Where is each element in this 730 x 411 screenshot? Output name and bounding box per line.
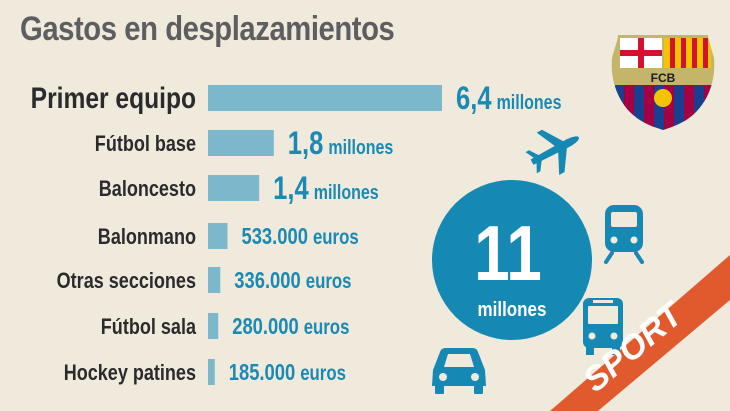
bar	[208, 223, 228, 249]
bar	[208, 359, 215, 385]
bar	[208, 85, 442, 111]
category-label: Fútbol base	[95, 132, 196, 156]
fcb-crest: FCB	[611, 35, 715, 130]
value-label: 1,4	[273, 171, 309, 206]
category-label: Hockey patines	[64, 361, 196, 385]
crest-text: FCB	[651, 71, 676, 85]
bar	[208, 313, 219, 339]
value-unit: millones	[314, 181, 379, 203]
car-icon	[432, 348, 486, 394]
bar	[208, 130, 274, 156]
train-icon	[604, 205, 644, 264]
total-unit: millones	[478, 298, 547, 321]
value-unit: euros	[300, 362, 346, 385]
value-unit: euros	[313, 226, 359, 249]
bus-icon	[583, 298, 623, 355]
bar	[208, 267, 221, 293]
value-label: 185.000	[229, 360, 295, 385]
value-label: 6,4	[456, 81, 492, 116]
value-label: 533.000	[241, 224, 307, 249]
category-label: Primer equipo	[31, 81, 196, 115]
value-unit: millones	[328, 136, 393, 158]
total-circle	[432, 180, 592, 340]
category-label: Otras secciones	[57, 269, 196, 293]
value-label: 336.000	[234, 268, 300, 293]
chart-title: Gastos en desplazamientos	[20, 10, 395, 48]
value-unit: euros	[306, 270, 352, 293]
category-label: Fútbol sala	[101, 315, 197, 339]
category-label: Baloncesto	[99, 177, 196, 201]
value-unit: millones	[497, 91, 562, 113]
value-unit: euros	[304, 316, 350, 339]
category-label: Balonmano	[98, 225, 196, 249]
bar	[208, 175, 260, 201]
value-label: 1,8	[288, 126, 324, 161]
value-label: 280.000	[232, 314, 298, 339]
plane-icon	[525, 129, 579, 175]
total-value: 11	[474, 210, 542, 297]
